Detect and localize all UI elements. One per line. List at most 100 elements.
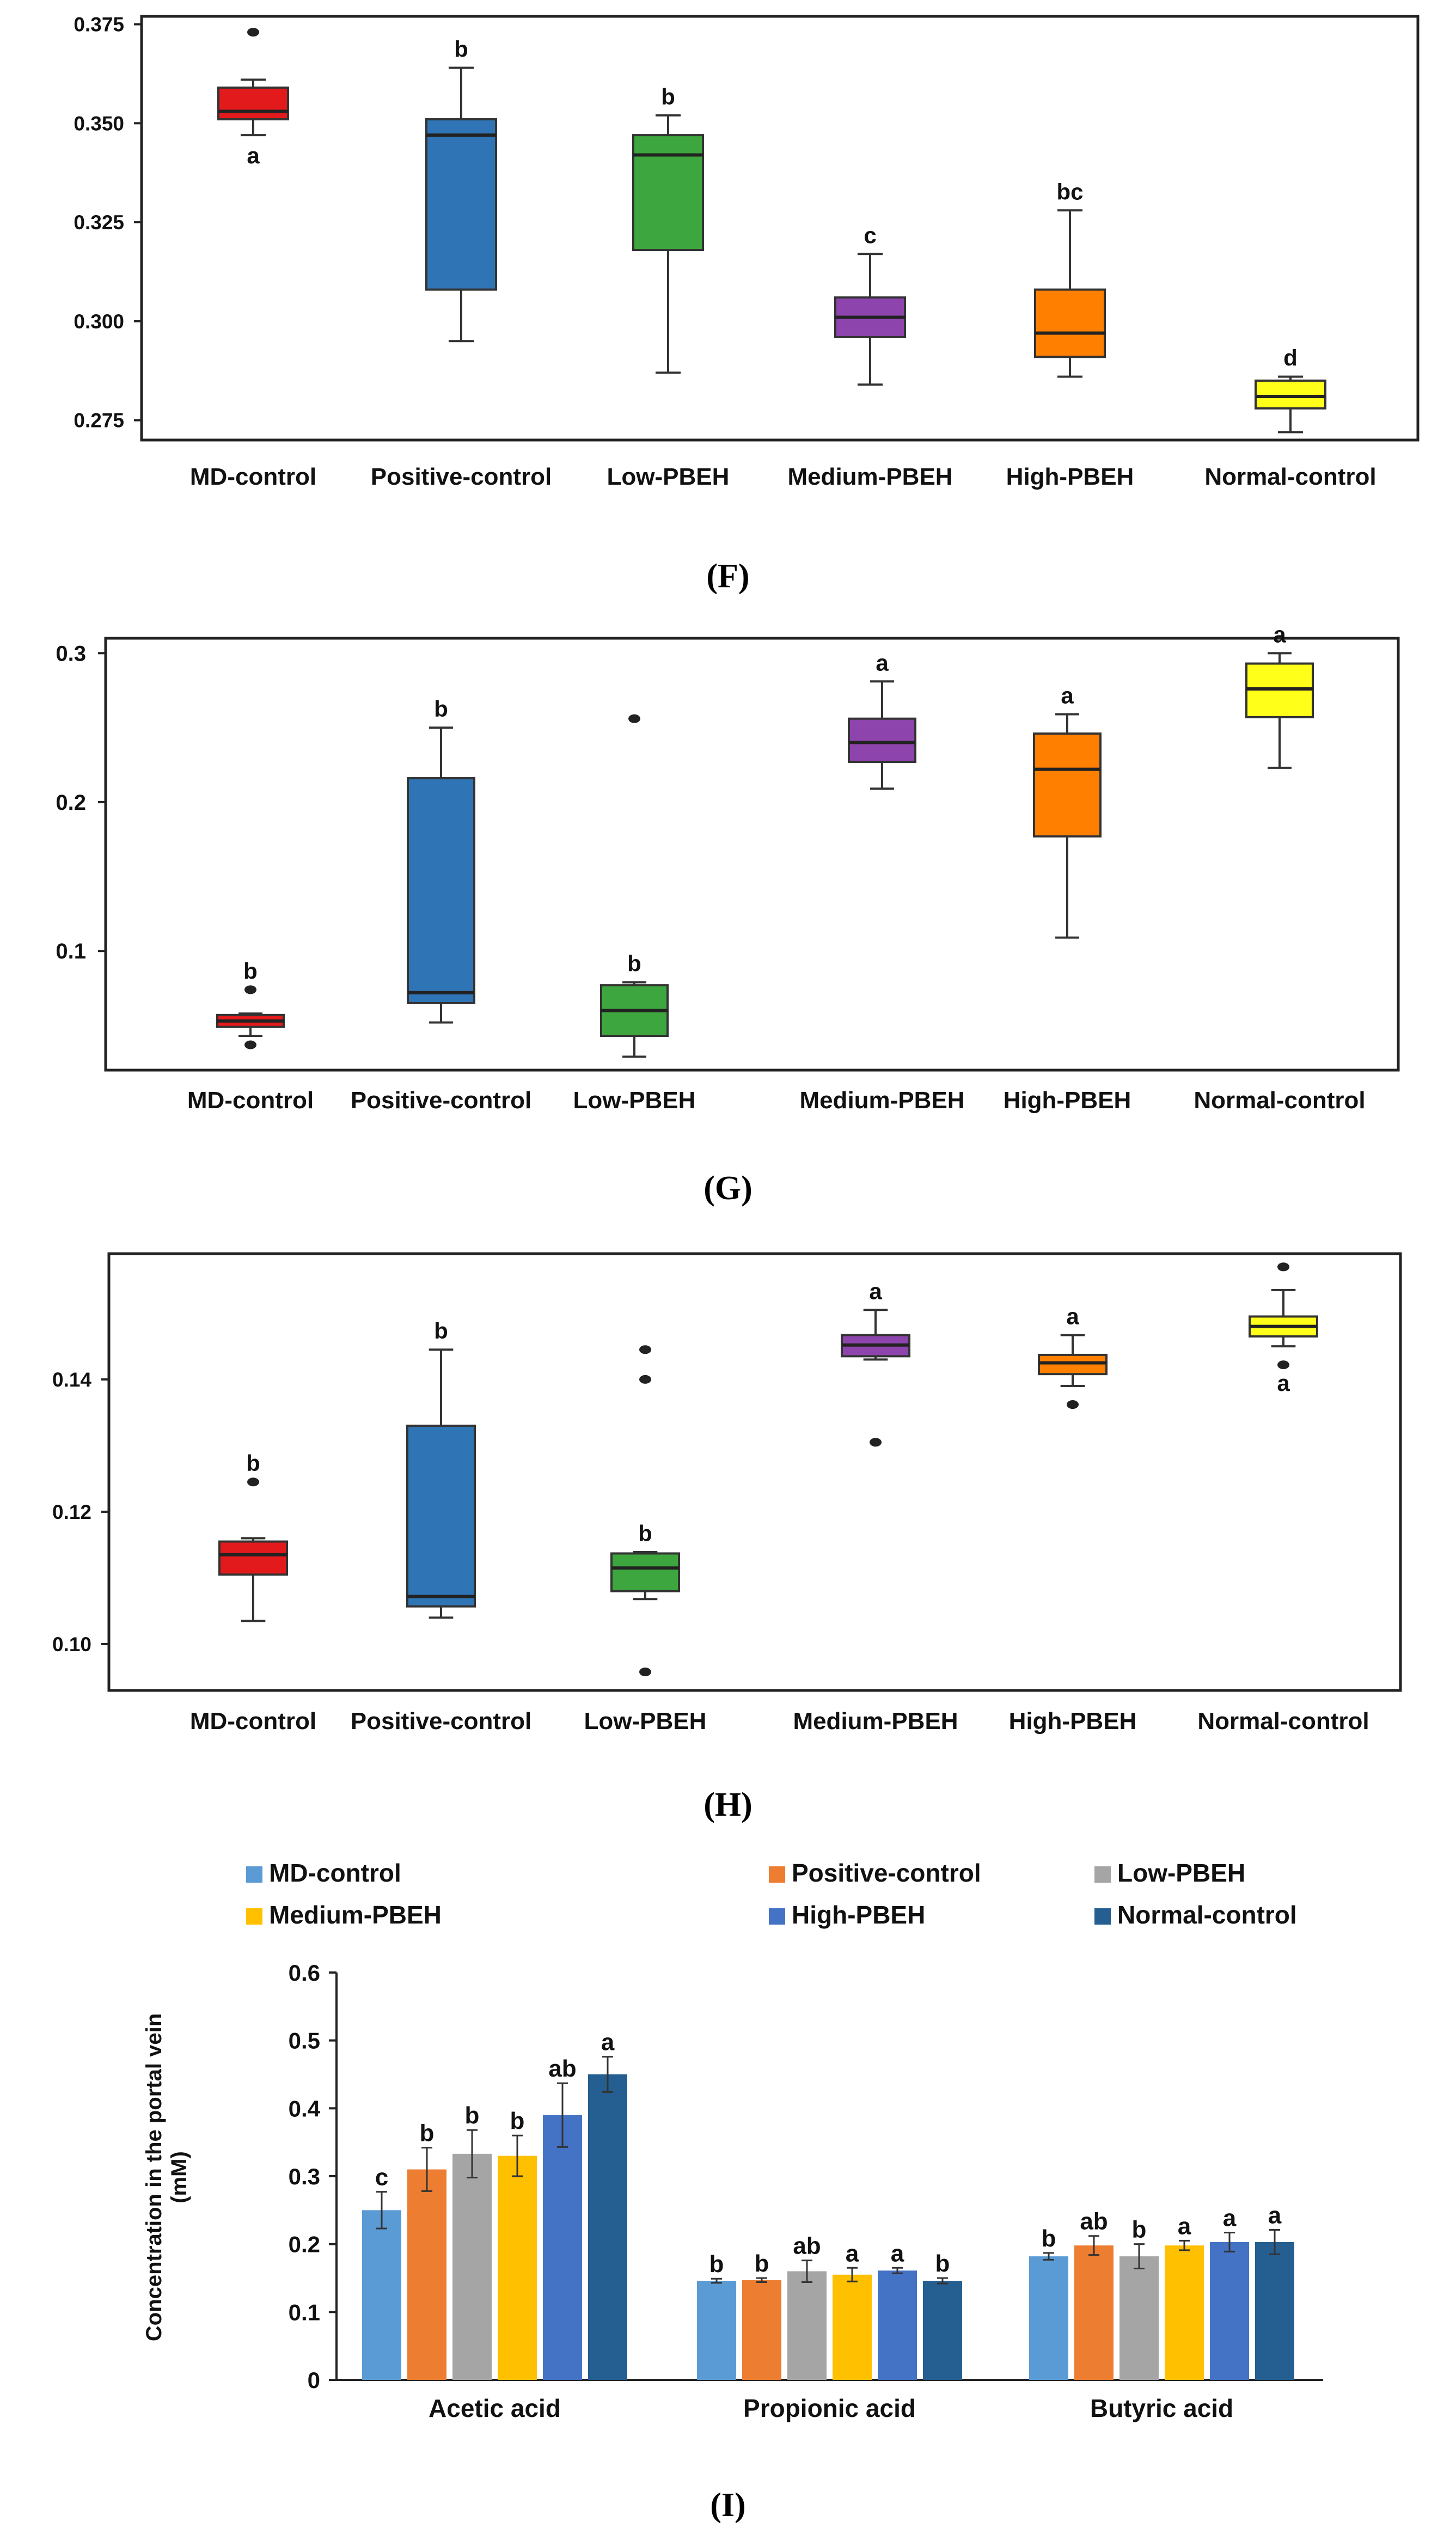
x-category-label: Low-PBEH [607,463,730,490]
x-category-label: MD-control [190,463,316,490]
y-tick-label: 0.2 [56,791,86,815]
y-axis-label-line-2: (mM) [167,2151,191,2203]
bar-group-item: a [878,2240,917,2380]
x-category-label: High-PBEH [1006,463,1134,490]
significance-letter: b [434,1318,448,1344]
y-tick-label: 0.10 [52,1633,91,1656]
box-iqr [218,1540,288,1576]
x-axis-categories: MD-control Positive-control Low-PBEH Medium… [187,1087,1366,1114]
x-category-label: Medium-PBEH [793,1708,958,1735]
significance-letter: a [891,2240,904,2267]
y-tick-label: 0.4 [289,2096,321,2121]
bar-group-item: a [1165,2213,1204,2380]
legend-swatch [769,1908,785,1925]
bar [787,2271,827,2380]
y-tick-label: 0.350 [74,112,124,135]
significance-letter: a [601,2029,615,2056]
legend: MD-control Positive-control Low-PBEH Medium… [246,1859,1297,1929]
outlier-point [1067,1400,1079,1409]
bar [1074,2245,1114,2380]
y-tick-label: 0.5 [289,2028,320,2054]
x-category-label: Medium-PBEH [799,1087,964,1114]
x-category-label: Positive-control [351,1708,532,1735]
outlier-point [639,1345,651,1354]
significance-letter: b [465,2102,480,2129]
significance-letter: a [869,1278,882,1304]
significance-letter: ab [793,2233,821,2260]
significance-letter: b [1042,2225,1056,2252]
significance-letter: b [755,2250,769,2277]
outlier-point [1277,1360,1289,1370]
x-category-label: Propionic acid [743,2394,916,2422]
bar [742,2280,781,2380]
significance-letter: a [247,143,260,168]
box-normal-control: a [1249,1262,1318,1396]
significance-letter: b [627,951,641,976]
y-tick-label: 0.12 [52,1501,91,1523]
box-low-pbeh: b [600,714,669,1058]
significance-letter: b [420,2120,435,2147]
significance-letter: a [846,2240,859,2267]
significance-letter: b [1132,2217,1147,2243]
significance-letter: d [1283,345,1298,371]
panel-g-box-plot: 0.1 0.2 0.3 b b b a a a MD-control Positive-cont… [56,621,1400,1207]
legend-swatch [246,1866,262,1883]
y-axis: 0.10 0.12 0.14 [52,1369,109,1656]
bar [588,2074,627,2380]
bar-group-item: a [1255,2202,1294,2380]
significance-letter: b [243,958,258,984]
bar-group-item: b [498,2108,537,2380]
box-iqr [217,86,289,121]
significance-letter: b [246,1450,260,1476]
box-low-pbeh: b [632,84,704,374]
plot-area: b b b a a a [216,621,1314,1058]
plot-frame [140,15,1420,442]
bar [1029,2256,1068,2380]
significance-letter: b [434,696,448,722]
bar-group-item: b [1119,2217,1159,2380]
outlier-point [870,1438,882,1447]
legend-label: Medium-PBEH [269,1901,442,1929]
box-iqr [848,717,916,763]
y-tick-label: 0.14 [52,1369,91,1391]
x-axis-categories: MD-control Positive-control Low-PBEH Medium… [190,1708,1369,1735]
x-category-label: MD-control [187,1087,314,1114]
box-md-control: b [216,958,285,1049]
outlier-point [639,1375,651,1384]
panel-caption: (H) [703,1786,753,1823]
x-category-label: Acetic acid [429,2394,561,2422]
bar [697,2280,736,2380]
bar-group-item: a [833,2240,872,2380]
legend-swatch [769,1866,785,1883]
outlier-point [247,1477,259,1487]
x-category-label: Normal-control [1197,1708,1369,1735]
x-category-label: Low-PBEH [584,1708,707,1735]
legend-label: Positive-control [792,1859,981,1887]
box-medium-pbeh: a [841,1278,910,1447]
x-axis-categories: Acetic acid Propionic acid Butyric acid [429,2394,1233,2422]
y-tick-label: 0.275 [74,410,124,432]
box-low-pbeh: b [610,1345,680,1676]
bar-group-item: a [588,2029,627,2380]
bar-group-item: b [452,2102,492,2380]
x-category-label: Normal-control [1204,463,1376,490]
y-tick-label: 0.3 [56,642,86,665]
y-tick-label: 0.3 [289,2164,320,2189]
x-category-label: Butyric acid [1090,2394,1233,2422]
box-iqr [632,134,704,251]
significance-letter: a [1268,2202,1282,2228]
legend-label: Low-PBEH [1117,1859,1245,1887]
y-tick-label: 0.1 [289,2299,320,2325]
bar-group-item: b [923,2250,962,2380]
box-positive-control: b [407,696,475,1024]
box-iqr [406,1424,476,1608]
outlier-point [1277,1262,1289,1272]
significance-letter: b [935,2250,950,2277]
legend-label: Normal-control [1117,1901,1297,1929]
outlier-point [244,1040,256,1049]
bar-group-item: b [742,2250,781,2380]
x-category-label: Medium-PBEH [787,463,952,490]
significance-letter: b [638,1521,652,1546]
